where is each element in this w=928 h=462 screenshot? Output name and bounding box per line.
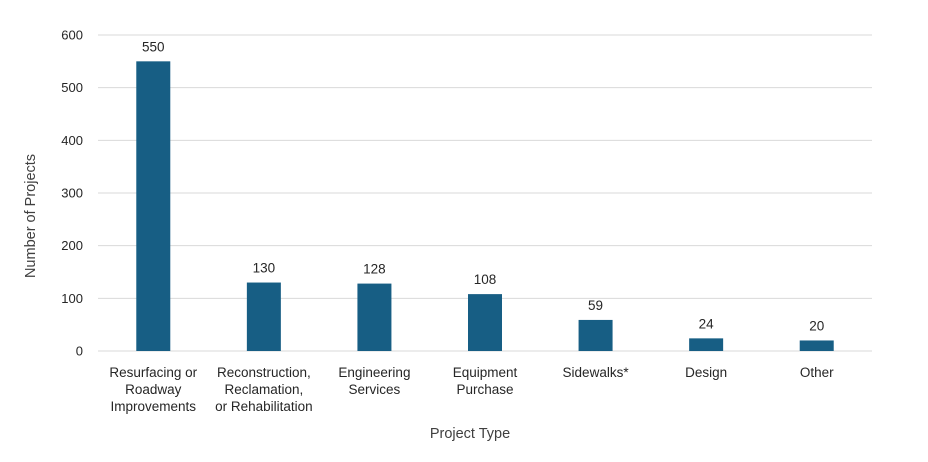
x-tick-label: Reconstruction, Reclamation, or Rehabilita… xyxy=(215,365,313,414)
x-tick-label: Other xyxy=(800,365,834,380)
y-tick-label: 300 xyxy=(61,186,83,201)
x-tick-label: Engineering Services xyxy=(338,365,410,397)
x-axis-categories: Resurfacing or Roadway Improvements Reconst… xyxy=(109,365,834,414)
y-tick-label: 100 xyxy=(61,291,83,306)
data-label: 24 xyxy=(699,316,715,331)
bar xyxy=(468,294,502,351)
data-label: 20 xyxy=(809,318,824,333)
bar xyxy=(578,319,613,351)
y-axis-title: Number of Projects xyxy=(23,154,39,278)
bar xyxy=(689,338,724,351)
bar xyxy=(246,282,281,351)
data-labels: 550 130 128 108 59 24 20 xyxy=(142,39,824,333)
data-label: 128 xyxy=(363,262,386,277)
y-tick-label: 400 xyxy=(61,133,83,148)
y-tick-label: 200 xyxy=(61,238,83,253)
data-label: 108 xyxy=(474,272,497,287)
data-label: 59 xyxy=(588,298,603,313)
gridlines xyxy=(98,34,872,352)
bars xyxy=(136,61,834,351)
x-tick-label: Sidewalks* xyxy=(563,365,630,380)
x-tick-label: Design xyxy=(685,365,727,380)
bar xyxy=(799,340,834,351)
bar xyxy=(136,61,171,351)
data-label: 130 xyxy=(253,261,276,276)
x-tick-label: Resurfacing or Roadway Improvements xyxy=(109,365,197,414)
data-label: 550 xyxy=(142,39,165,54)
x-axis-title: Project Type xyxy=(430,426,510,442)
y-tick-label: 0 xyxy=(76,344,83,359)
y-tick-label: 600 xyxy=(61,28,83,43)
y-axis-ticks: 0 100 200 300 400 500 600 xyxy=(61,28,83,359)
y-tick-label: 500 xyxy=(61,80,83,95)
x-tick-label: Equipment Purchase xyxy=(453,365,518,397)
bar xyxy=(357,283,392,351)
